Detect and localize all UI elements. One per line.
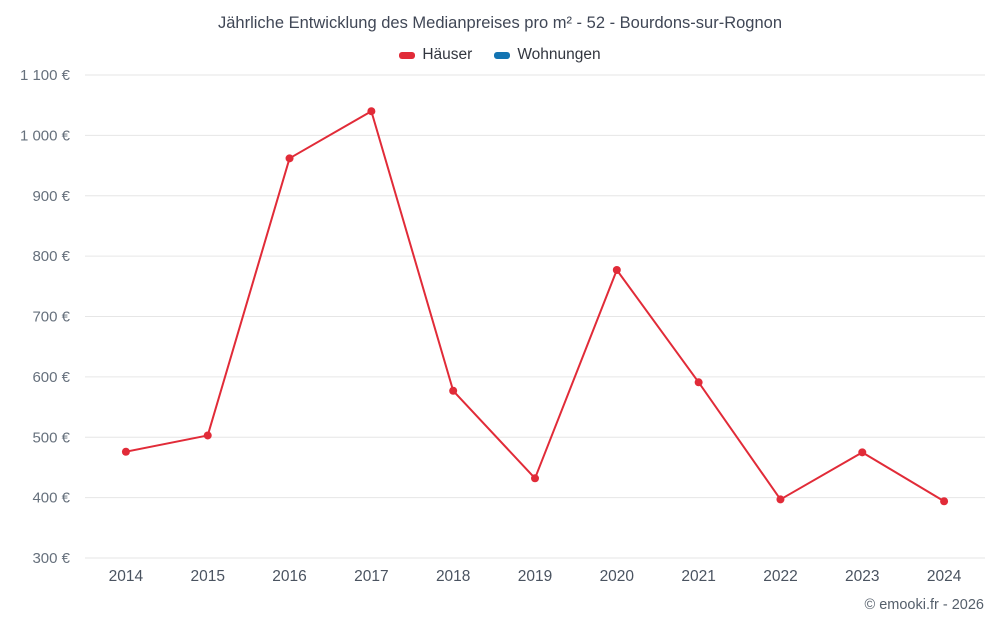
legend-item-hauser[interactable]: Häuser (399, 46, 472, 64)
y-tick-label: 900 € (32, 188, 70, 205)
x-tick-label: 2024 (927, 568, 962, 585)
y-tick-label: 500 € (32, 429, 70, 446)
y-tick-label: 1 100 € (20, 67, 71, 84)
data-point-marker[interactable] (531, 474, 539, 483)
hauser-series-swatch-icon (399, 51, 416, 59)
x-tick-label: 2017 (354, 568, 388, 585)
data-point-marker[interactable] (367, 107, 376, 116)
legend-item-wohnungen[interactable]: Wohnungen (494, 46, 601, 64)
x-tick-label: 2015 (190, 568, 224, 585)
legend: Häuser Wohnungen (0, 46, 1000, 64)
x-tick-label: 2018 (436, 568, 470, 585)
data-point-marker[interactable] (940, 497, 949, 506)
series-line (125, 110, 945, 503)
x-tick-label: 2022 (763, 568, 797, 585)
data-point-marker[interactable] (121, 447, 130, 456)
legend-label-hauser: Häuser (422, 46, 473, 63)
y-tick-label: 600 € (32, 369, 70, 386)
y-tick-label: 400 € (32, 490, 70, 507)
data-point-marker[interactable] (694, 378, 703, 387)
data-point-marker[interactable] (203, 431, 212, 440)
x-tick-label: 2019 (518, 568, 552, 585)
data-point-marker[interactable] (776, 495, 785, 504)
y-tick-label: 800 € (32, 248, 70, 265)
chart-title: Jährliche Entwicklung des Medianpreises … (217, 14, 782, 32)
x-tick-label: 2023 (845, 568, 879, 585)
legend-label-wohnungen: Wohnungen (517, 46, 601, 63)
wohnungen-series-swatch-icon (494, 51, 511, 59)
copyright: © emooki.fr - 2026 (864, 597, 984, 613)
data-point-marker[interactable] (285, 154, 294, 163)
x-tick-label: 2020 (600, 568, 635, 585)
y-tick-label: 1 000 € (20, 127, 71, 144)
data-point-marker[interactable] (449, 386, 458, 395)
data-point-marker[interactable] (858, 448, 867, 457)
y-tick-label: 700 € (32, 309, 70, 326)
data-point-marker[interactable] (612, 266, 621, 275)
y-tick-label: 300 € (32, 550, 70, 567)
x-tick-label: 2016 (272, 568, 306, 585)
x-tick-label: 2021 (681, 568, 715, 585)
x-tick-label: 2014 (109, 568, 144, 585)
